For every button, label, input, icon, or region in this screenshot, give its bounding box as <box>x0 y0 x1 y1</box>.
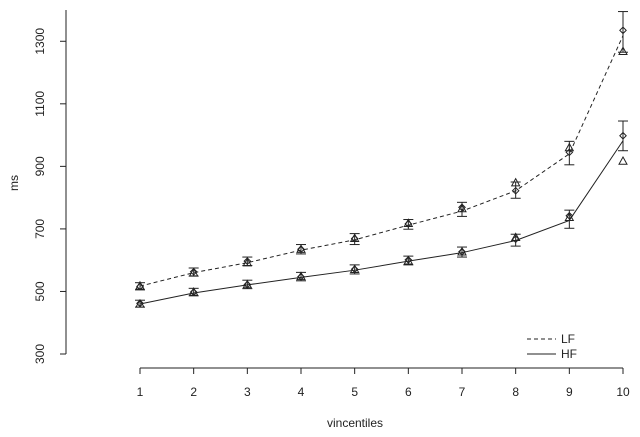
triangle-marker-lf <box>188 267 199 277</box>
diamond-marker-hf <box>565 211 574 220</box>
triangle-marker-hf <box>135 298 145 308</box>
x-ticks: 1 2 3 4 5 6 7 8 9 10 <box>137 368 630 399</box>
diamond-marker-hf <box>136 299 144 308</box>
diamond-marker-lf <box>511 186 520 195</box>
triangle-marker-hf <box>349 264 360 273</box>
diamond-marker-lf <box>458 203 466 212</box>
legend-label-lf: LF <box>561 332 575 346</box>
diamond-marker-hf <box>404 255 413 264</box>
x-tick-label: 2 <box>190 385 197 399</box>
triangle-marker-hf <box>457 246 467 256</box>
x-tick-label: 3 <box>244 385 251 399</box>
triangle-marker-lf <box>349 233 360 242</box>
series-lf <box>135 11 628 291</box>
diamond-marker-lf <box>189 267 198 276</box>
y-tick-label: 500 <box>33 281 47 301</box>
y-axis-label: ms <box>7 175 21 191</box>
triangle-marker-lf <box>296 244 306 253</box>
series-line-lf <box>139 35 624 287</box>
x-tick-label: 1 <box>137 385 144 399</box>
x-tick-label: 8 <box>512 385 519 399</box>
legend: LF HF <box>527 332 577 361</box>
y-tick-label: 900 <box>33 156 47 176</box>
x-tick-label: 7 <box>459 385 466 399</box>
series-line-hf <box>139 140 624 305</box>
triangle-marker-lf <box>135 280 145 290</box>
y-tick-label: 1300 <box>33 28 47 55</box>
triangle-marker-lf <box>403 218 414 227</box>
x-tick-label: 5 <box>351 385 358 399</box>
triangle-marker-hf <box>296 271 306 281</box>
y-tick-label: 300 <box>33 344 47 364</box>
plot-area <box>135 11 628 308</box>
triangle-marker-lf <box>242 257 253 267</box>
triangle-marker-hf <box>618 156 628 165</box>
y-tick-label: 700 <box>33 219 47 239</box>
y-ticks: 300 500 700 900 1100 1300 <box>33 28 66 364</box>
axes: 300 500 700 900 1100 1300 1 2 3 4 5 6 7 8 9 10 <box>33 10 630 399</box>
x-tick-label: 4 <box>298 385 305 399</box>
triangle-marker-lf <box>510 177 521 187</box>
triangle-marker-lf <box>618 46 628 55</box>
x-tick-label: 9 <box>566 385 573 399</box>
series-hf <box>135 120 628 308</box>
x-tick-label: 6 <box>405 385 412 399</box>
triangle-marker-hf <box>242 279 253 289</box>
x-axis-label: vincentiles <box>327 416 383 430</box>
diamond-marker-lf <box>619 26 627 35</box>
diamond-marker-hf <box>619 131 627 140</box>
y-tick-label: 1100 <box>33 91 47 117</box>
triangle-marker-hf <box>403 255 414 265</box>
triangle-marker-hf <box>510 232 521 242</box>
triangle-marker-lf <box>564 142 575 152</box>
triangle-marker-hf <box>188 287 199 296</box>
triangle-marker-lf <box>457 203 467 213</box>
diamond-marker-lf <box>243 257 252 266</box>
legend-label-hf: HF <box>561 347 577 361</box>
x-tick-label: 10 <box>616 385 630 399</box>
triangle-marker-hf <box>564 212 575 222</box>
